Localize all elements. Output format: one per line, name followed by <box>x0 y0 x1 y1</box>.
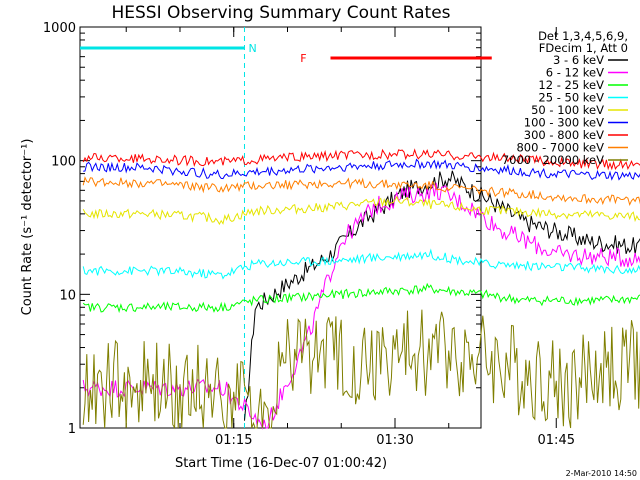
legend-header-line-1: Det 1,3,4,5,6,9, <box>538 29 628 43</box>
flare-flag-label: F <box>300 52 306 65</box>
y-tick-label: 100 <box>51 155 76 170</box>
x-axis-label: Start Time (16-Dec-07 01:00:42) <box>175 456 387 471</box>
legend: Det 1,3,4,5,6,9, FDecim 1, Att 0 3 - 6 k… <box>502 29 628 167</box>
legend-label: 100 - 300 keV <box>524 116 604 130</box>
y-tick-label: 10 <box>59 288 76 303</box>
y-tick-label: 1 <box>68 422 76 437</box>
legend-label: 800 - 7000 keV <box>516 141 604 155</box>
legend-header-line-2: FDecim 1, Att 0 <box>539 41 628 55</box>
series-line-6 <box>83 158 640 181</box>
legend-label: 3 - 6 keV <box>553 53 604 67</box>
series-line-8 <box>82 176 640 207</box>
series-line-3 <box>82 282 640 314</box>
series-line-7 <box>82 148 640 171</box>
y-axis: 1 10 100 1000 <box>43 21 481 437</box>
x-tick-label: 01:15 <box>215 433 252 448</box>
legend-label: 50 - 100 keV <box>531 103 604 117</box>
legend-label: 300 - 800 keV <box>524 128 604 142</box>
chart-title: HESSI Observing Summary Count Rates <box>111 3 450 23</box>
footer-date: 2-Mar-2010 14:50 <box>566 469 637 478</box>
y-tick-label: 1000 <box>43 21 76 36</box>
legend-label: 7000 - 20000 keV <box>502 153 604 167</box>
series-line-2 <box>82 182 640 430</box>
legend-label: 25 - 50 keV <box>538 91 604 105</box>
legend-label: 6 - 12 keV <box>546 66 604 80</box>
x-tick-label: 01:45 <box>538 433 575 448</box>
series-line-1 <box>244 170 640 421</box>
plot-frame <box>79 26 482 429</box>
y-axis-label: Count Rate (s⁻¹ detector⁻¹) <box>20 139 35 316</box>
flag-bars: NFS <box>80 27 492 428</box>
series-line-9 <box>82 309 640 430</box>
series-layer <box>82 148 640 430</box>
night-flag-label: N <box>248 42 256 55</box>
legend-label: 12 - 25 keV <box>538 78 604 92</box>
series-line-5 <box>82 195 640 226</box>
series-line-4 <box>82 248 640 280</box>
x-tick-label: 01:30 <box>376 433 413 448</box>
